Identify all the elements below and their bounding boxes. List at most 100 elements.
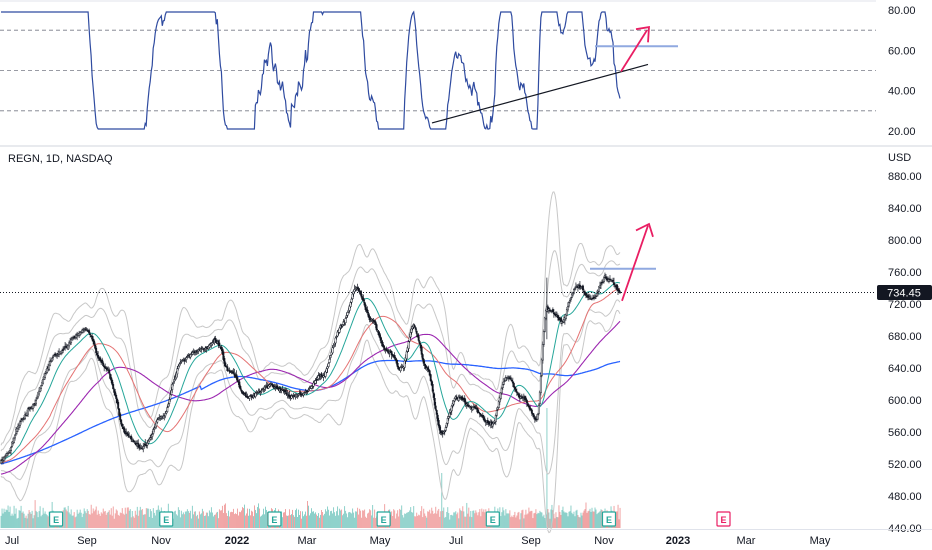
volume-bar [111, 515, 113, 528]
rsi-trendline [431, 63, 649, 124]
earnings-marker[interactable]: E [159, 511, 174, 527]
volume-bar [317, 515, 319, 528]
volume-bar [371, 515, 373, 528]
volume-bar [133, 517, 135, 528]
candle-body [117, 401, 120, 409]
earnings-marker-box [601, 511, 617, 527]
volume-bar [253, 516, 254, 528]
candle-body [367, 313, 370, 318]
price-tick-label: 600.00 [888, 395, 922, 407]
volume-bar [155, 510, 157, 528]
candle-body [350, 298, 353, 303]
volume-bar [140, 510, 142, 528]
volume-bar [72, 515, 74, 528]
candle-body [525, 399, 528, 403]
volume-bar [512, 517, 514, 528]
candle [374, 319, 377, 329]
volume-bar [391, 511, 393, 528]
earnings-marker[interactable]: E [48, 511, 64, 527]
volume-bar [235, 514, 237, 528]
earnings-marker[interactable]: E [267, 511, 282, 527]
candle [437, 417, 440, 429]
volume-bar [118, 515, 120, 528]
volume-bar [349, 511, 351, 528]
candle [569, 296, 572, 302]
volume-bar [92, 508, 94, 528]
volume-bar [177, 507, 179, 528]
candle [10, 446, 12, 455]
candle-body [544, 310, 547, 319]
candle-body [282, 389, 285, 391]
volume-bar [362, 510, 364, 528]
volume-bar [210, 507, 212, 528]
candle-body [142, 446, 145, 450]
volume-bar [407, 512, 409, 528]
volume-bar [131, 511, 133, 528]
candle [40, 384, 43, 392]
candle [143, 442, 146, 449]
candle-body [403, 360, 406, 368]
volume-bar [31, 510, 33, 528]
volume-bar [465, 516, 467, 528]
volume-bar [86, 509, 88, 528]
volume-bar [195, 516, 197, 528]
volume-bar [46, 515, 48, 528]
candle-body [483, 418, 486, 422]
volume-bar [119, 512, 121, 528]
volume-bar [68, 512, 70, 528]
volume-bar [450, 515, 452, 528]
volume-bar [361, 517, 363, 528]
earnings-marker-upcoming[interactable]: E [716, 511, 731, 527]
volume-bar [537, 512, 539, 528]
earnings-marker[interactable]: E [601, 511, 617, 527]
volume-bar [214, 514, 216, 528]
volume-bar [565, 512, 567, 528]
moving-average-100 [0, 320, 621, 475]
volume-bar [322, 512, 324, 528]
candle-body [40, 385, 43, 389]
volume-bar [241, 507, 243, 528]
volume-bar [553, 513, 555, 528]
volume-bar [442, 510, 444, 528]
time-tick-label: 2023 [666, 535, 690, 547]
candle-body [151, 433, 154, 437]
last-price-badge: 734.45 [877, 284, 932, 300]
volume-bar [298, 509, 299, 528]
volume-bar [261, 515, 262, 528]
candle [108, 367, 111, 375]
time-tick-label: Jul [449, 535, 463, 547]
candle-body [357, 288, 360, 292]
volume-bar [78, 512, 80, 528]
volume-bar [461, 511, 463, 528]
volume-bar [95, 506, 97, 528]
candle-body [565, 309, 568, 316]
volume-bar [563, 511, 565, 528]
candle [452, 399, 455, 407]
volume-bar [538, 513, 540, 528]
earnings-marker[interactable]: E [376, 511, 391, 527]
volume-bar [618, 519, 620, 528]
volume-bar [352, 508, 354, 528]
candle-body [222, 351, 225, 360]
volume-bar [156, 509, 158, 528]
volume-bar [14, 513, 16, 528]
earnings-marker[interactable]: E [485, 511, 500, 527]
volume-bar [112, 506, 114, 528]
volume-bar [403, 517, 405, 528]
candle [238, 379, 241, 389]
volume-bar [468, 507, 470, 528]
candle-body [329, 355, 332, 358]
volume-bar [414, 516, 416, 528]
volume-bar [36, 512, 38, 528]
candle-body [91, 335, 94, 340]
volume-bar [590, 511, 592, 528]
candle-body [540, 359, 543, 376]
volume-bar [544, 517, 546, 528]
candle-body [395, 359, 398, 364]
volume-bar [505, 509, 507, 528]
candle-body [542, 331, 545, 345]
volume-bar [211, 512, 213, 528]
candle [408, 333, 411, 343]
